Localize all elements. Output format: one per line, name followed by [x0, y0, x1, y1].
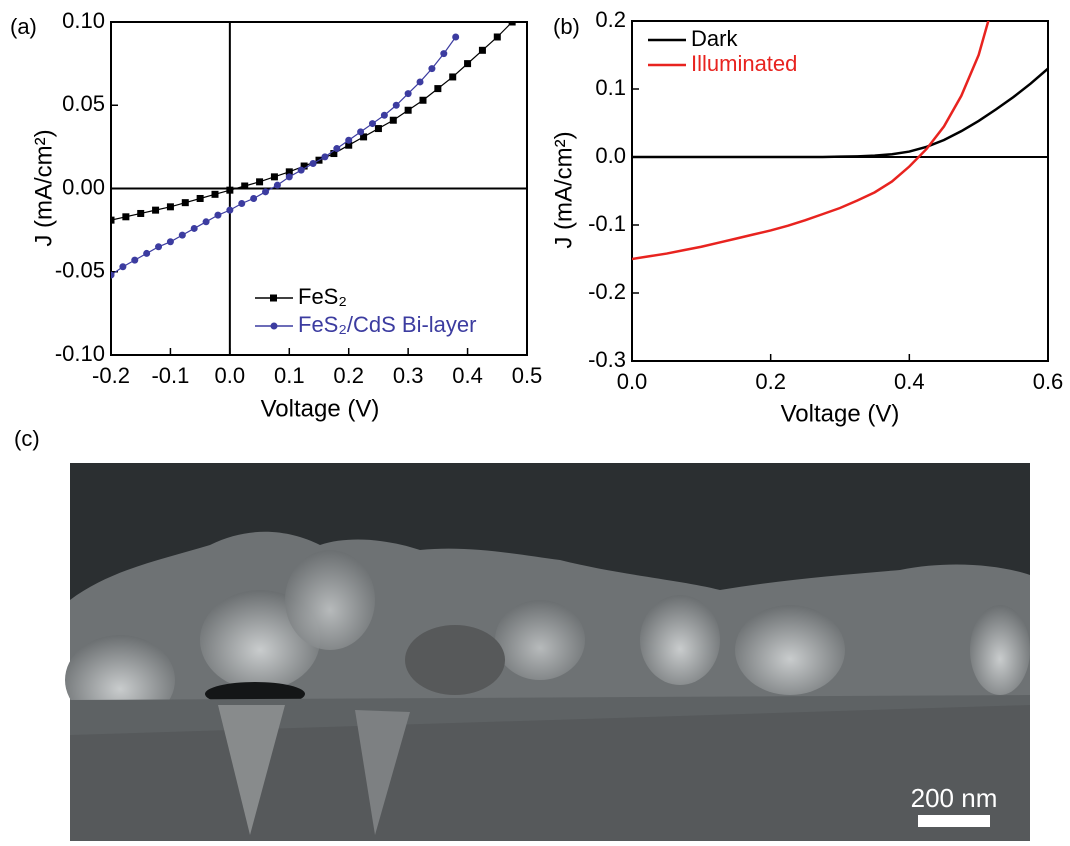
x-tick-label: 0.0	[215, 363, 246, 388]
scale-bar-label: 200 nm	[911, 783, 998, 813]
x-tick-label: 0.2	[755, 369, 786, 394]
figure: (c) 200 nm (a)Voltage (V)J (mA/cm²)-0.2-…	[0, 0, 1070, 841]
marker	[167, 238, 174, 245]
y-tick-label: -0.2	[588, 279, 626, 304]
marker	[131, 257, 138, 264]
marker	[428, 65, 435, 72]
x-tick-label: -0.1	[151, 363, 189, 388]
marker	[321, 153, 328, 160]
marker	[256, 178, 263, 185]
marker	[167, 203, 174, 210]
marker	[226, 207, 233, 214]
x-tick-label: 0.4	[452, 363, 483, 388]
marker	[298, 167, 305, 174]
legend-marker	[271, 323, 278, 330]
legend-label: FeS₂	[298, 284, 347, 309]
y-tick-label: 0.2	[595, 7, 626, 32]
legend-label: Illuminated	[691, 51, 797, 76]
series-line	[111, 22, 512, 220]
x-axis-title: Voltage (V)	[261, 395, 380, 422]
marker	[155, 243, 162, 250]
plot-area	[108, 19, 516, 279]
marker	[214, 212, 221, 219]
marker	[143, 250, 150, 257]
x-tick-label: 0.4	[894, 369, 925, 394]
marker	[452, 33, 459, 40]
y-tick-label: 0.00	[62, 174, 105, 199]
marker	[369, 120, 376, 127]
marker	[390, 117, 397, 124]
marker	[191, 225, 198, 232]
panel-label: (a)	[10, 14, 37, 39]
marker	[212, 191, 219, 198]
series-line	[111, 37, 456, 275]
marker	[119, 263, 126, 270]
marker	[310, 160, 317, 167]
sem-image	[65, 463, 1030, 841]
y-axis-title: J (mA/cm²)	[30, 129, 57, 246]
marker	[333, 145, 340, 152]
x-tick-label: 0.5	[512, 363, 543, 388]
marker	[197, 195, 204, 202]
marker	[494, 33, 501, 40]
legend-marker	[270, 295, 277, 302]
y-axis-title: J (mA/cm²)	[550, 131, 577, 248]
y-tick-label: 0.10	[62, 8, 105, 33]
marker	[434, 85, 441, 92]
x-tick-label: 0.3	[393, 363, 424, 388]
marker	[405, 107, 412, 114]
series-line	[632, 0, 996, 259]
marker	[417, 78, 424, 85]
marker	[420, 97, 427, 104]
y-tick-label: -0.05	[55, 258, 105, 283]
series-line	[632, 69, 1048, 157]
marker	[357, 128, 364, 135]
marker	[152, 207, 159, 214]
panel-label: (b)	[553, 14, 580, 39]
marker	[449, 73, 456, 80]
marker	[440, 50, 447, 57]
marker	[286, 173, 293, 180]
marker	[381, 112, 388, 119]
marker	[108, 217, 115, 224]
x-tick-label: 0.2	[333, 363, 364, 388]
y-tick-label: -0.3	[588, 347, 626, 372]
y-tick-label: 0.1	[595, 75, 626, 100]
marker	[479, 47, 486, 54]
marker	[375, 125, 382, 132]
marker	[203, 218, 210, 225]
marker	[108, 272, 115, 279]
marker	[274, 182, 281, 189]
panel-label: (c)	[14, 426, 40, 451]
legend-label: FeS₂/CdS Bi-layer	[298, 312, 476, 337]
y-tick-label: -0.1	[588, 211, 626, 236]
marker	[405, 90, 412, 97]
marker	[271, 173, 278, 180]
marker	[238, 200, 245, 207]
marker	[464, 60, 471, 67]
y-tick-label: 0.05	[62, 91, 105, 116]
x-tick-label: 0.6	[1033, 369, 1064, 394]
marker	[122, 213, 129, 220]
marker	[393, 102, 400, 109]
marker	[345, 137, 352, 144]
x-tick-label: 0.0	[617, 369, 648, 394]
marker	[226, 187, 233, 194]
marker	[262, 188, 269, 195]
marker	[137, 210, 144, 217]
marker	[509, 19, 516, 26]
marker	[250, 195, 257, 202]
marker	[179, 232, 186, 239]
x-axis-title: Voltage (V)	[781, 400, 900, 427]
y-tick-label: 0.0	[595, 143, 626, 168]
marker	[182, 199, 189, 206]
legend-label: Dark	[691, 26, 738, 51]
x-tick-label: 0.1	[274, 363, 305, 388]
x-tick-label: -0.2	[92, 363, 130, 388]
marker	[241, 183, 248, 190]
y-tick-label: -0.10	[55, 341, 105, 366]
